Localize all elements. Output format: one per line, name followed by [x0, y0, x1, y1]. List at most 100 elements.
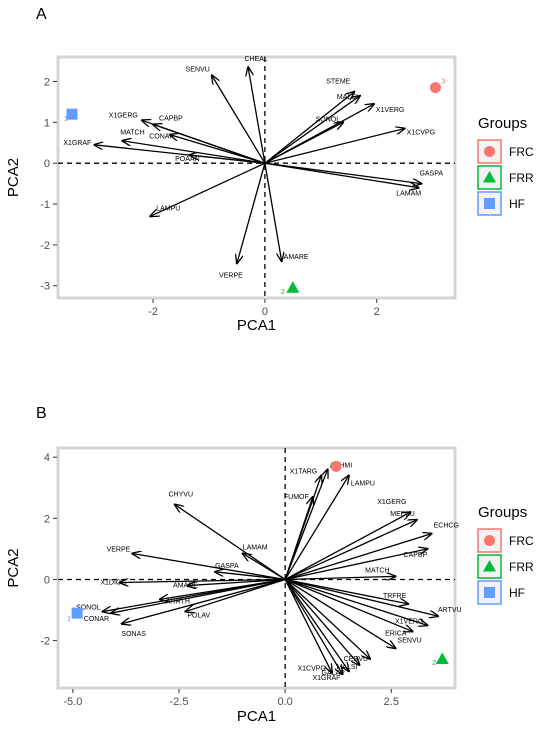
loading-label-trfre: TRFRE: [383, 593, 407, 600]
x-tick-label: -2.5: [170, 696, 189, 708]
panel-letter-a: A: [36, 6, 47, 23]
legend-label-hf: HF: [509, 586, 525, 600]
legend-title: Groups: [478, 115, 527, 132]
loading-label-x1gerg: X1GERG: [109, 112, 138, 119]
loading-label-lamam: LAMAM: [243, 544, 268, 551]
loading-arrow-malsi: [264, 96, 360, 164]
y-tick-label: 4: [44, 452, 50, 464]
point-frc: [330, 460, 342, 472]
point-label-frr: 2: [281, 289, 285, 296]
loading-label-x1verg: X1VERG: [395, 618, 423, 625]
loading-arrow-amare: [264, 163, 282, 261]
y-tick-label: -3: [40, 281, 50, 293]
loading-label-x1digg: X1DIGG: [100, 580, 126, 587]
loading-arrow-trfre: [285, 578, 408, 603]
panel-a: -2 0 2 -3 -2 -1 0 1 2 PCA1 PCA2 CHEAL SENVU STEME MALS…: [5, 55, 457, 334]
loading-label-match: MATCH: [120, 130, 144, 137]
loading-label-lampu: LAMPU: [351, 481, 375, 488]
loading-arrow-verpe: [132, 553, 286, 581]
loading-label-verpe: VERPE: [219, 272, 243, 279]
loading-label-x1cvpg: X1CVPG: [297, 666, 325, 673]
loading-arrow-lamam: [243, 553, 286, 581]
loading-label-lampu: LAMPU: [156, 205, 180, 212]
loading-label-x1gerg: X1GERG: [377, 499, 406, 506]
loading-arrow-conar: [111, 578, 286, 613]
loading-arrow-capbp: [153, 124, 266, 164]
loading-label-erica: ERICA: [385, 630, 407, 637]
loading-arrow-sonas: [122, 578, 286, 623]
panel-b: -5.0-2.50.02.5-2024PCA1PCA2ACHMILAMPUX1T…: [5, 446, 462, 725]
plot-frame: [56, 446, 457, 690]
loading-arrow-x1cvpg: [264, 128, 405, 164]
loading-label-x1targ: X1TARG: [290, 469, 318, 476]
y-tick-label: 2: [44, 513, 50, 525]
y-tick-label: -2: [40, 636, 50, 648]
loading-label-match: MATCH: [365, 567, 389, 574]
loading-arrow-fumof: [284, 497, 313, 580]
loading-label-chyvu: CHYVU: [169, 492, 194, 499]
loading-arrow-senvu: [212, 75, 266, 164]
loading-arrow-conar: [170, 135, 266, 164]
loading-label-conar: CONAR: [149, 134, 174, 141]
loading-arrow-erica: [284, 578, 412, 631]
point-hf: [71, 607, 83, 619]
loading-arrow-x1verg: [284, 578, 427, 625]
loading-label-echcg: ECHCG: [434, 523, 459, 530]
legend-label-hf: HF: [509, 197, 525, 211]
loading-arrow-gaspa: [215, 572, 286, 581]
loading-arrow-lampu: [284, 476, 349, 580]
loading-label-amare: AMARE: [173, 583, 198, 590]
legend-key-frc: [484, 535, 495, 546]
loading-arrow-verpe: [237, 163, 266, 263]
legend-label-frc: FRC: [509, 534, 534, 548]
x-tick-label: -2: [148, 306, 158, 318]
loading-arrow-steme: [264, 92, 354, 164]
legend-key-frr: [483, 171, 496, 183]
legend-key-hf: [484, 587, 495, 598]
loading-label-sonas: SONAS: [121, 631, 146, 638]
point-label-hf: 1: [64, 116, 68, 123]
legend-label-frc: FRC: [509, 145, 534, 159]
loading-arrow-gaspa: [264, 162, 422, 183]
legend-b: Groups FRC FRR HF: [477, 504, 534, 605]
loading-arrow-senvu: [284, 578, 395, 648]
loading-label-gaspa: GASPA: [215, 563, 239, 570]
loading-label-senvu: SENVU: [186, 66, 210, 73]
legend-label-frr: FRR: [509, 171, 534, 185]
loading-arrow-amare: [188, 578, 286, 585]
legend-key-frr: [483, 560, 496, 572]
x-axis-title: PCA1: [237, 708, 276, 725]
loading-label-malsi: MALSI: [337, 94, 358, 101]
loading-arrow-galap: [284, 579, 349, 671]
loading-arrow-x1verg: [264, 104, 374, 164]
x-tick-label: -5.0: [63, 696, 82, 708]
point-hf: [66, 108, 78, 120]
legend-label-frr: FRR: [509, 560, 534, 574]
loading-arrow-x1graf: [284, 579, 342, 674]
loading-arrow-lampu: [150, 162, 266, 216]
loading-arrow-achmi: [284, 469, 327, 580]
loading-arrow-capbp: [285, 549, 427, 581]
point-frr: [435, 652, 449, 664]
loading-label-medlu: MEDLU: [390, 511, 415, 518]
plot-frame: [56, 55, 457, 300]
x-tick-label: 0: [262, 306, 268, 318]
loading-arrow-polav: [185, 578, 286, 611]
point-frr: [286, 281, 300, 293]
y-axis-title: PCA2: [5, 158, 22, 197]
loading-label-x1cvpg: X1CVPG: [407, 129, 435, 136]
loading-label-galap: GALAP: [321, 670, 345, 677]
loading-label-amare: AMARE: [284, 254, 309, 261]
loading-label-senvu: SENVU: [398, 637, 422, 644]
legend-title: Groups: [478, 504, 527, 521]
panel-letter-b: B: [36, 405, 47, 422]
loading-label-steme: STEME: [326, 79, 350, 86]
loading-label-gaspa: GASPA: [419, 171, 443, 178]
loading-arrow-cervu: [284, 578, 370, 658]
loading-arrow-x1digg: [120, 579, 286, 582]
y-tick-label: -1: [40, 199, 50, 211]
point-label-frc: 3: [441, 79, 445, 86]
loading-label-sonol: SONOL: [76, 605, 101, 612]
loading-label-conar: CONAR: [84, 616, 109, 623]
y-axis-title: PCA2: [5, 548, 22, 587]
